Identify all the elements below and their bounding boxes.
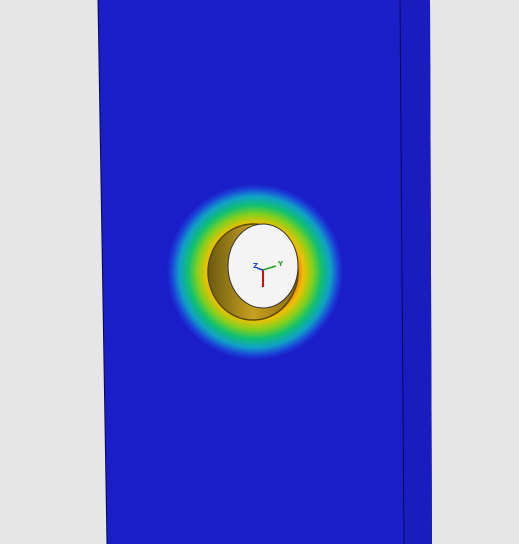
fea-viewport: Z Y xyxy=(0,0,519,544)
plate-side xyxy=(400,0,432,544)
hole-opening xyxy=(228,224,298,308)
triad-label: Z xyxy=(253,262,258,270)
triad-label: Y xyxy=(277,260,284,268)
